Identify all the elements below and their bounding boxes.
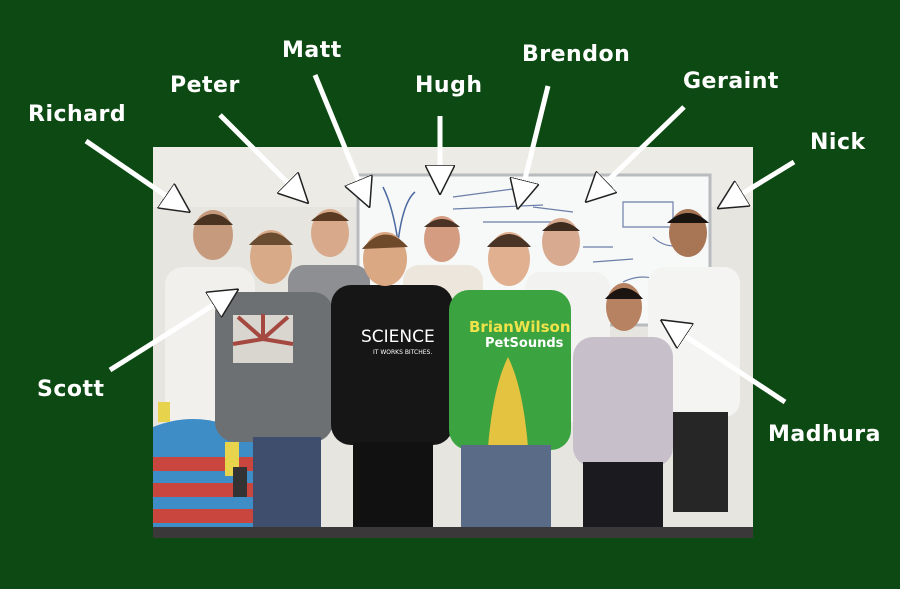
- label-scott: Scott: [37, 377, 105, 402]
- label-peter: Peter: [170, 73, 240, 98]
- arrow-matt: [312, 74, 364, 194]
- person-madhura: [573, 283, 673, 538]
- person-matt: SCIENCE IT WORKS BITCHES.: [331, 232, 453, 538]
- science-shirt-subtext: IT WORKS BITCHES.: [373, 349, 432, 356]
- person-scott: [215, 230, 333, 538]
- label-geraint: Geraint: [683, 69, 779, 94]
- label-nick: Nick: [810, 130, 866, 155]
- arrow-brendon: [521, 85, 551, 195]
- person-green-shirt: BrianWilson PetSounds: [449, 232, 571, 538]
- arrow-madhura: [673, 328, 787, 405]
- arrow-scott: [108, 297, 226, 373]
- science-shirt-text: SCIENCE: [361, 327, 435, 347]
- arrow-peter: [218, 113, 298, 193]
- inflatable-robot: [153, 402, 263, 538]
- label-matt: Matt: [282, 38, 342, 63]
- label-brendon: Brendon: [522, 42, 631, 67]
- label-hugh: Hugh: [415, 73, 483, 98]
- arrow-geraint: [596, 105, 686, 192]
- arrow-nick: [730, 159, 796, 201]
- arrow-richard: [84, 138, 178, 204]
- brianwilson-shirt-text: BrianWilson: [469, 318, 571, 336]
- label-madhura: Madhura: [768, 422, 882, 447]
- label-richard: Richard: [28, 102, 127, 127]
- petsounds-shirt-text: PetSounds: [485, 336, 564, 351]
